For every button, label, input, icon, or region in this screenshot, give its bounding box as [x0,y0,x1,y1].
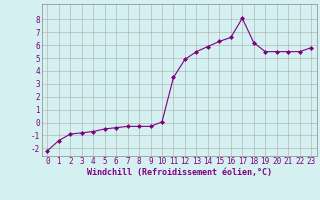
X-axis label: Windchill (Refroidissement éolien,°C): Windchill (Refroidissement éolien,°C) [87,168,272,177]
